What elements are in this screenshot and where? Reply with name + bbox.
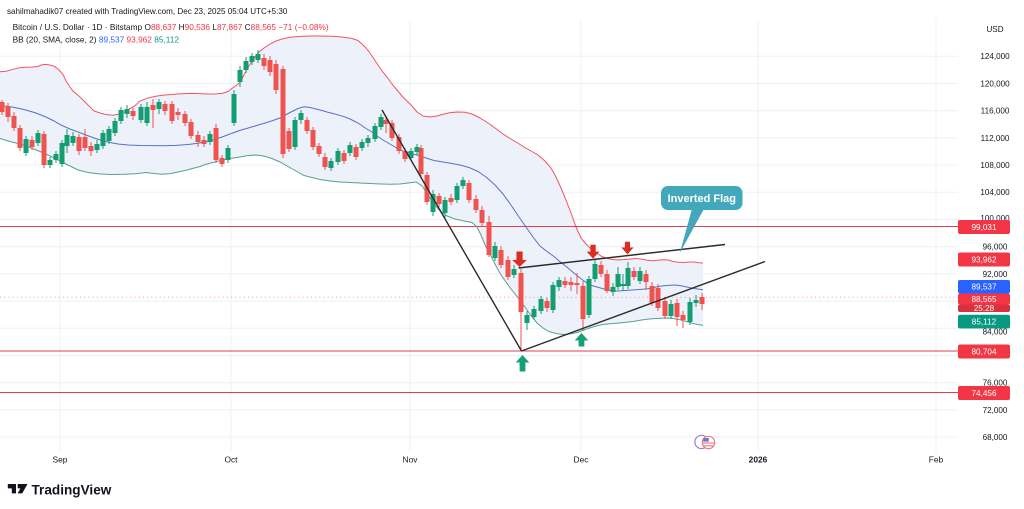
svg-text:TradingView: TradingView [32, 483, 112, 498]
svg-text:93,962: 93,962 [971, 255, 996, 264]
svg-text:96,000: 96,000 [983, 243, 1008, 252]
svg-text:92,000: 92,000 [983, 270, 1008, 279]
svg-text:72,000: 72,000 [983, 406, 1008, 415]
svg-text:Oct: Oct [224, 455, 238, 465]
svg-text:124,000: 124,000 [980, 52, 1010, 61]
svg-text:Inverted Flag: Inverted Flag [668, 193, 736, 205]
svg-text:BB (20, SMA, close, 2) 89,537: BB (20, SMA, close, 2) 89,537 93,962 85,… [13, 34, 180, 44]
svg-text:sahilmahadik07 created with Tr: sahilmahadik07 created with TradingView.… [7, 7, 288, 16]
svg-text:80,704: 80,704 [971, 347, 996, 356]
svg-text:Feb: Feb [929, 455, 944, 465]
svg-text:88,565: 88,565 [971, 295, 996, 304]
svg-text:2026: 2026 [749, 455, 768, 465]
svg-text:Nov: Nov [403, 455, 419, 465]
svg-text:76,000: 76,000 [983, 379, 1008, 388]
svg-text:89,537: 89,537 [971, 283, 996, 292]
svg-text:108,000: 108,000 [980, 161, 1010, 170]
svg-text:Dec: Dec [574, 455, 589, 465]
svg-text:74,456: 74,456 [971, 389, 996, 398]
svg-text:116,000: 116,000 [981, 107, 1010, 116]
svg-text:85,112: 85,112 [972, 318, 997, 327]
svg-text:68,000: 68,000 [983, 433, 1008, 442]
svg-text:120,000: 120,000 [980, 79, 1010, 88]
svg-text:USD: USD [986, 25, 1003, 34]
svg-text:25:28: 25:28 [974, 304, 995, 313]
svg-text:112,000: 112,000 [981, 134, 1010, 143]
svg-text:Bitcoin / U.S. Dollar · 1D · B: Bitcoin / U.S. Dollar · 1D · Bitstamp O8… [13, 22, 329, 32]
svg-text:84,000: 84,000 [983, 327, 1008, 336]
svg-text:100,000: 100,000 [980, 214, 1010, 223]
svg-text:104,000: 104,000 [980, 188, 1010, 197]
svg-text:99,031: 99,031 [971, 223, 996, 232]
svg-text:Sep: Sep [53, 455, 68, 465]
